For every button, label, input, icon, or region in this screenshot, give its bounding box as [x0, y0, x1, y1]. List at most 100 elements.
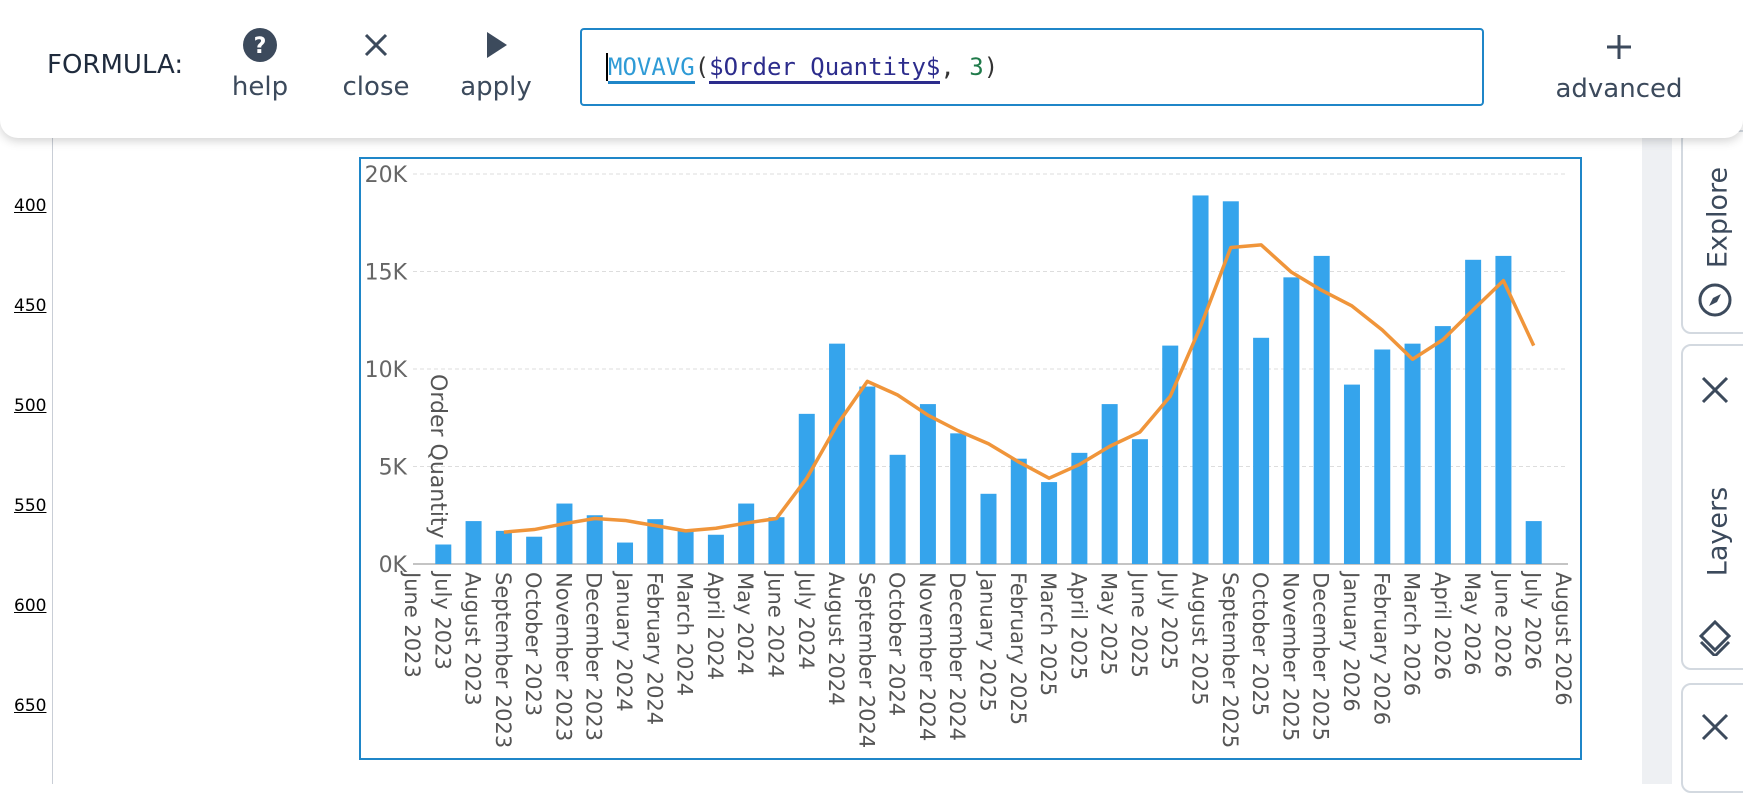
x-tick-label: February 2025: [1006, 572, 1030, 725]
bar: [1192, 195, 1209, 564]
bar: [829, 343, 846, 564]
formula-token: $Order Quantity$: [709, 53, 941, 84]
x-tick-label: May 2025: [1097, 572, 1121, 676]
x-tick-label: October 2023: [521, 572, 545, 716]
bar: [435, 544, 452, 564]
ruler-label: 450: [14, 296, 47, 316]
bar: [1283, 277, 1300, 564]
bar: [738, 503, 755, 564]
bar: [677, 530, 694, 564]
x-tick-label: March 2026: [1400, 572, 1424, 696]
bar: [586, 515, 603, 564]
bar: [1131, 439, 1148, 564]
close-icon[interactable]: [1697, 709, 1733, 745]
close-button[interactable]: close: [321, 28, 431, 102]
y-tick-label: 0K: [379, 553, 408, 578]
bar: [768, 517, 785, 564]
compass-icon: [1698, 283, 1732, 317]
x-tick-label: July 2023: [430, 570, 454, 670]
x-tick-label: September 2024: [854, 572, 878, 748]
close-icon[interactable]: [1697, 372, 1733, 408]
x-tick-label: August 2023: [461, 572, 485, 706]
formula-token: (: [694, 53, 710, 81]
x-tick-label: January 2026: [1339, 570, 1363, 712]
line: [503, 243, 1536, 534]
bar: [1434, 326, 1451, 564]
x-tick-label: May 2026: [1460, 572, 1484, 676]
x-tick-label: July 2026: [1521, 570, 1545, 670]
x-tick-label: January 2024: [612, 570, 636, 712]
formula-label: FORMULA:: [47, 50, 184, 80]
y-tick-label: 15K: [365, 261, 408, 286]
button-label: apply: [460, 72, 532, 102]
x-tick-label: February 2024: [642, 572, 666, 725]
bar: [1313, 255, 1330, 564]
help-button[interactable]: ? help: [205, 28, 315, 102]
bar: [1101, 404, 1118, 564]
y-axis-title: Order Quantity: [425, 374, 450, 539]
x-tick-label: April 2025: [1066, 572, 1090, 680]
help-icon: ?: [243, 28, 277, 62]
x-tick-label: December 2025: [1309, 572, 1333, 741]
close-icon: [364, 33, 388, 57]
layers-tab[interactable]: Layers: [1681, 344, 1743, 670]
ruler-label: 500: [14, 396, 47, 416]
x-tick-label: December 2023: [582, 572, 606, 741]
bar: [707, 534, 724, 564]
y-tick-label: 5K: [379, 456, 408, 481]
bar: [1010, 458, 1027, 564]
x-tick-label: April 2026: [1430, 572, 1454, 680]
x-tick-label: October 2025: [1248, 572, 1272, 716]
x-tick-label: December 2024: [945, 572, 969, 741]
bar: [617, 542, 634, 564]
button-label: help: [231, 72, 289, 102]
bar: [1374, 349, 1391, 564]
bar: [950, 433, 967, 564]
bar: [1465, 259, 1482, 564]
x-tick-label: August 2024: [824, 572, 848, 706]
x-tick-label: August 2025: [1188, 572, 1212, 706]
bar: [1041, 482, 1058, 564]
formula-token: MOVAVG: [608, 53, 695, 84]
formula-token: ): [983, 53, 999, 81]
x-tick-label: March 2024: [673, 572, 697, 696]
ruler-label: 400: [14, 196, 47, 216]
bar: [798, 413, 815, 564]
formula-input[interactable]: MOVAVG($Order Quantity$, 3): [580, 28, 1484, 106]
bar: [1162, 345, 1179, 564]
advanced-button[interactable]: advanced: [1549, 30, 1689, 104]
bar: [859, 386, 876, 564]
ruler-label: 550: [14, 496, 47, 516]
bar: [465, 521, 482, 564]
x-tick-label: September 2025: [1218, 572, 1242, 748]
button-label: advanced: [1555, 74, 1683, 104]
bar: [526, 536, 543, 564]
button-label: close: [342, 72, 410, 102]
apply-button[interactable]: apply: [441, 28, 551, 102]
ruler-label: 650: [14, 696, 47, 716]
bar: [556, 503, 573, 564]
x-tick-label: July 2024: [794, 570, 818, 670]
x-tick-label: June 2023: [400, 570, 424, 678]
layers-icon: [1698, 619, 1732, 656]
x-tick-label: July 2025: [1157, 570, 1181, 670]
x-tick-label: November 2025: [1278, 572, 1302, 741]
bar: [889, 454, 906, 564]
x-tick-label: June 2025: [1127, 570, 1151, 678]
x-tick-label: June 2026: [1490, 570, 1514, 678]
bar: [1404, 343, 1421, 564]
chart-frame: [359, 157, 1582, 760]
svg-text:?: ?: [254, 34, 267, 59]
x-tick-label: April 2024: [703, 572, 727, 680]
y-tick-label: 10K: [365, 358, 408, 383]
bar: [980, 493, 997, 564]
x-tick-label: November 2024: [915, 572, 939, 741]
plus-icon: [1607, 35, 1631, 59]
x-tick-label: March 2025: [1036, 572, 1060, 696]
tab[interactable]: [1681, 683, 1743, 793]
y-tick-label: 20K: [365, 163, 408, 188]
x-tick-label: October 2024: [885, 572, 909, 716]
x-tick-label: August 2026: [1551, 572, 1575, 706]
bar: [1343, 384, 1360, 564]
